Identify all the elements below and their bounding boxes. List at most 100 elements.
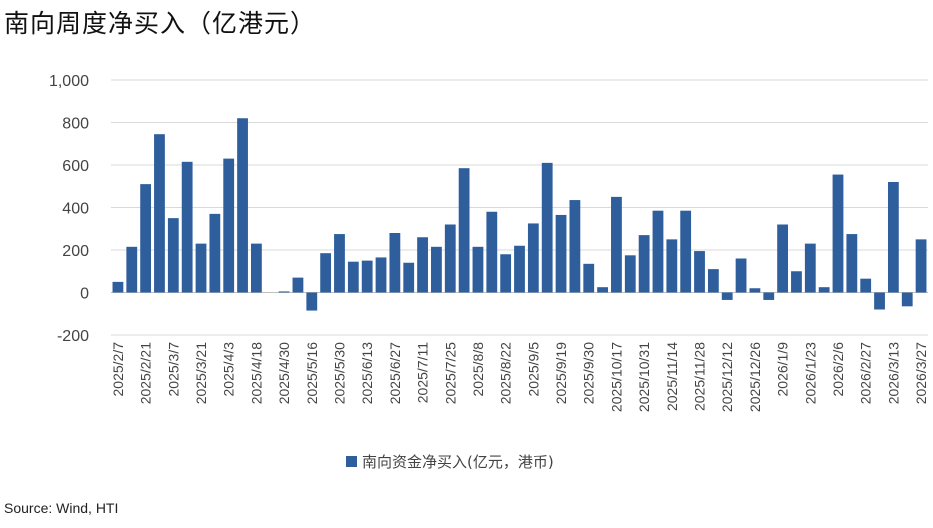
- bar: [486, 211, 498, 293]
- bar: [860, 278, 872, 293]
- bar: [874, 292, 885, 310]
- x-tick-label: 2025/8/22: [498, 342, 514, 404]
- bar: [721, 292, 733, 300]
- bar: [181, 161, 193, 293]
- bar: [431, 246, 442, 293]
- x-tick-label: 2026/1/23: [802, 342, 818, 404]
- bar: [749, 288, 761, 293]
- bar: [250, 243, 262, 293]
- x-tick-label: 2025/5/30: [331, 342, 347, 404]
- x-tick-label: 2025/9/19: [553, 342, 569, 404]
- x-tick-label: 2025/10/17: [608, 342, 624, 412]
- bar: [306, 292, 318, 311]
- x-tick-label: 2025/11/14: [664, 342, 680, 411]
- bar: [694, 251, 705, 293]
- bar: [680, 210, 692, 293]
- bar: [624, 255, 636, 293]
- y-tick-label: 0: [80, 286, 89, 303]
- y-tick-label: 1,000: [49, 73, 89, 90]
- bar: [887, 182, 899, 293]
- x-tick-label: 2025/9/5: [525, 342, 541, 397]
- bar: [832, 174, 844, 293]
- bar: [347, 261, 359, 293]
- y-tick-label: -200: [57, 328, 89, 345]
- bar: [763, 292, 775, 300]
- bars: [112, 118, 927, 311]
- x-tick-label: 2025/4/18: [248, 342, 264, 404]
- x-tick-label: 2025/7/11: [415, 342, 431, 403]
- bar: [901, 292, 913, 307]
- bar: [209, 213, 221, 293]
- bar: [154, 134, 165, 293]
- y-tick-label: 600: [62, 158, 89, 175]
- x-tick-label: 2026/1/9: [775, 342, 791, 397]
- bar: [652, 210, 664, 293]
- bar: [444, 224, 456, 293]
- x-tick-label: 2025/11/28: [692, 342, 708, 411]
- bar: [237, 118, 248, 293]
- x-tick-label: 2025/4/30: [276, 342, 292, 404]
- x-tick-label: 2025/8/8: [470, 342, 486, 397]
- x-axis-ticks: 2025/2/7 2025/2/21 2025/3/7 2025/3/21 2025/4…: [110, 342, 929, 412]
- bar: [777, 224, 789, 293]
- bar: [611, 196, 622, 293]
- x-tick-label: 2025/10/31: [636, 342, 652, 412]
- bar: [583, 263, 595, 293]
- bar: [555, 214, 567, 293]
- x-tick-label: 2025/3/21: [193, 342, 209, 404]
- bar: [292, 277, 304, 293]
- bar: [818, 287, 830, 293]
- x-tick-label: 2026/3/13: [885, 342, 901, 404]
- bar: [597, 287, 608, 293]
- bar: [638, 235, 650, 293]
- bar: [804, 243, 816, 293]
- bar: [846, 234, 858, 293]
- x-tick-label: 2025/6/13: [359, 342, 375, 404]
- bar: [458, 168, 470, 293]
- x-tick-label: 2025/12/26: [747, 342, 763, 412]
- bar: [527, 223, 539, 293]
- bar: [278, 291, 290, 293]
- bar: [112, 281, 124, 293]
- bar: [375, 257, 387, 293]
- x-tick-label: 2025/2/7: [110, 342, 126, 397]
- x-tick-label: 2025/7/25: [442, 342, 458, 404]
- bar: [195, 243, 207, 293]
- bar: [389, 233, 401, 293]
- x-tick-label: 2026/2/6: [830, 342, 846, 397]
- bar: [140, 184, 152, 293]
- x-tick-label: 2025/2/21: [138, 342, 154, 404]
- source-note: Source: Wind, HTI: [4, 500, 119, 516]
- y-tick-label: 400: [62, 201, 89, 218]
- bar: [167, 218, 179, 293]
- bar: [320, 253, 332, 293]
- bar-chart: 1,000 800 600 400 200 0 -200 2025/2/7 2025/2/21…: [49, 73, 929, 471]
- legend-swatch: [346, 456, 357, 467]
- bar: [735, 258, 747, 293]
- y-tick-label: 200: [62, 243, 89, 260]
- bar: [707, 269, 719, 293]
- bar: [541, 162, 553, 293]
- bar: [569, 200, 581, 293]
- x-tick-label: 2025/9/30: [581, 342, 597, 404]
- x-tick-label: 2025/4/3: [221, 342, 237, 397]
- y-tick-label: 800: [62, 116, 89, 133]
- bar: [472, 246, 484, 293]
- x-tick-label: 2026/2/27: [858, 342, 874, 404]
- x-tick-label: 2025/5/16: [304, 342, 320, 404]
- x-tick-label: 2025/12/12: [719, 342, 735, 412]
- bar: [417, 237, 428, 293]
- bar: [403, 262, 415, 293]
- y-axis-ticks: 1,000 800 600 400 200 0 -200: [49, 73, 89, 345]
- legend-label: 南向资金净买入(亿元，港币): [362, 453, 554, 471]
- x-tick-label: 2025/6/27: [387, 342, 403, 404]
- bar: [500, 254, 512, 293]
- bar: [791, 271, 802, 293]
- bar: [915, 239, 927, 293]
- bar: [126, 246, 138, 293]
- bar: [334, 234, 345, 293]
- bar: [361, 260, 373, 293]
- bar: [666, 239, 678, 293]
- bar: [223, 158, 235, 293]
- page-title: 南向周度净买入（亿港元）: [4, 9, 317, 38]
